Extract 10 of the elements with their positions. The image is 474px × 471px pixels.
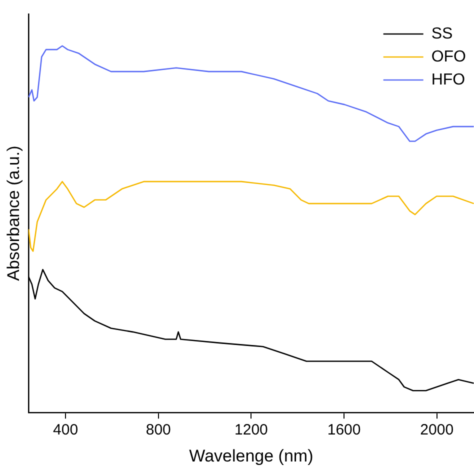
y-axis-title: Absorbance (a.u.) bbox=[4, 146, 23, 281]
legend-label: SS bbox=[431, 25, 453, 42]
legend-label: OFO bbox=[431, 48, 466, 66]
x-tick-label: 1200 bbox=[234, 422, 268, 439]
x-tick-label: 800 bbox=[146, 422, 171, 439]
x-tick-label: 2000 bbox=[420, 422, 454, 439]
x-tick-label: 1600 bbox=[327, 422, 361, 439]
x-axis-title: Wavelenge (nm) bbox=[189, 446, 314, 466]
legend-label: HFO bbox=[431, 71, 466, 88]
x-tick-label: 400 bbox=[53, 422, 78, 439]
